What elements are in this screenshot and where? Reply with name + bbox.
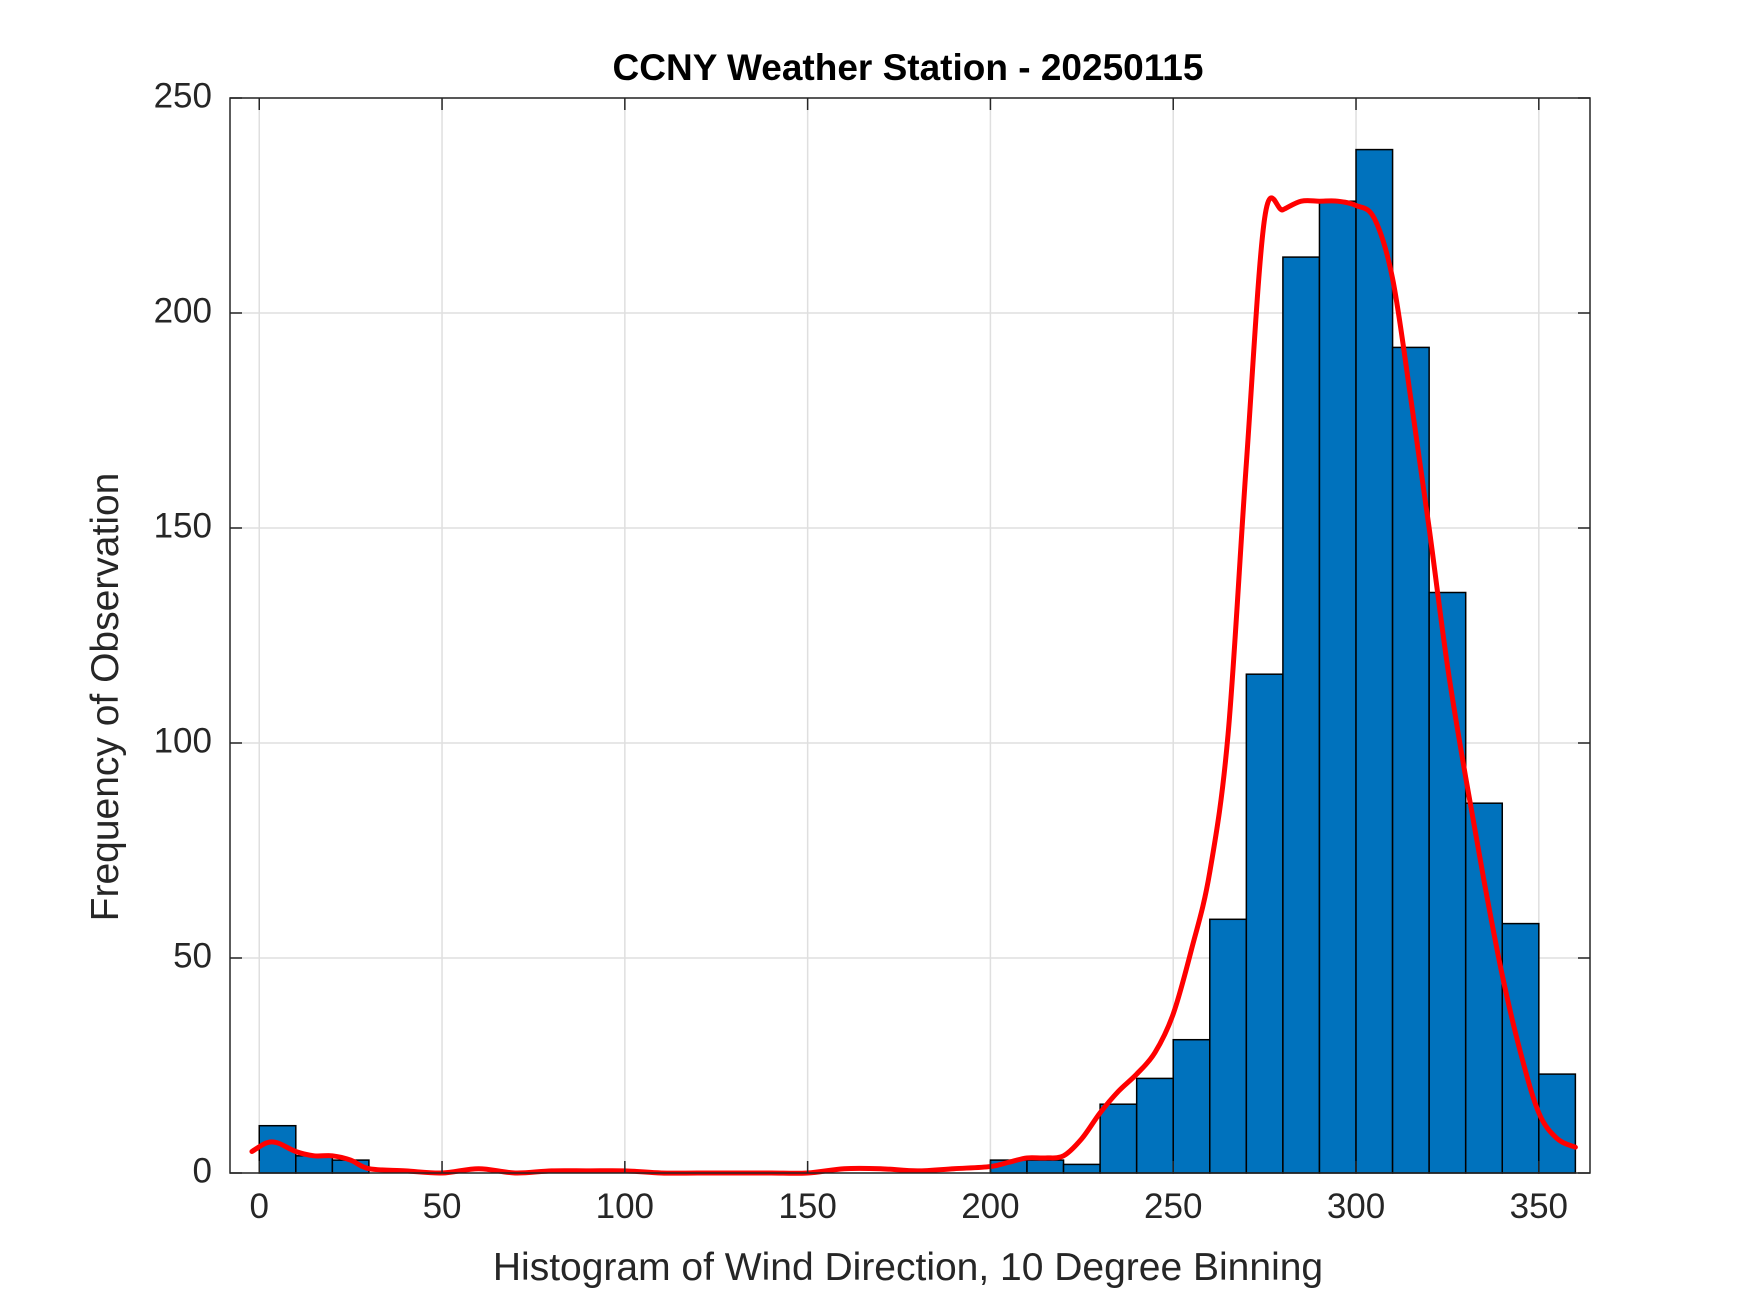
axis-ticks [230, 97, 1590, 1174]
histogram-bar [1318, 200, 1357, 1174]
y-tick-label: 100 [154, 721, 212, 760]
histogram-bar [1391, 346, 1430, 1174]
histogram-bar [1135, 1077, 1174, 1174]
histogram-bar [1355, 148, 1394, 1174]
x-tick-label: 200 [961, 1187, 1019, 1226]
histogram-bar [295, 1155, 334, 1174]
y-tick-label: 50 [173, 936, 212, 975]
y-tick-label: 250 [154, 76, 212, 115]
histogram-bar [1062, 1163, 1101, 1174]
axes-box [229, 97, 1591, 1174]
y-tick-label: 200 [154, 291, 212, 330]
x-tick-label: 150 [778, 1187, 836, 1226]
x-tick-label: 300 [1327, 1187, 1385, 1226]
histogram-bar [1245, 673, 1284, 1174]
histogram-bar [1099, 1103, 1138, 1174]
histogram-bars [258, 148, 1577, 1174]
x-tick-label: 50 [423, 1187, 462, 1226]
y-axis-label: Frequency of Observation [84, 473, 127, 922]
histogram-bar [1464, 802, 1504, 1174]
histogram-bar [1026, 1159, 1065, 1174]
x-tick-label: 100 [596, 1187, 654, 1226]
histogram-bar [1428, 591, 1467, 1174]
y-tick-label: 150 [154, 506, 212, 545]
x-tick-label: 0 [250, 1187, 269, 1226]
tick-labels: 0 50 100 150 200 250 300 350 0 50 100 150 200 250 [154, 76, 1568, 1226]
density-curve [249, 195, 1578, 1176]
histogram-bar [1209, 918, 1248, 1174]
x-axis-label: Histogram of Wind Direction, 10 Degree B… [493, 1246, 1323, 1289]
x-tick-label: 250 [1144, 1187, 1202, 1226]
chart-title: CCNY Weather Station - 20250115 [613, 47, 1204, 88]
histogram-bar [1172, 1038, 1211, 1174]
y-tick-label: 0 [193, 1151, 212, 1190]
x-tick-label: 350 [1510, 1187, 1568, 1226]
histogram-bar [1282, 256, 1321, 1174]
